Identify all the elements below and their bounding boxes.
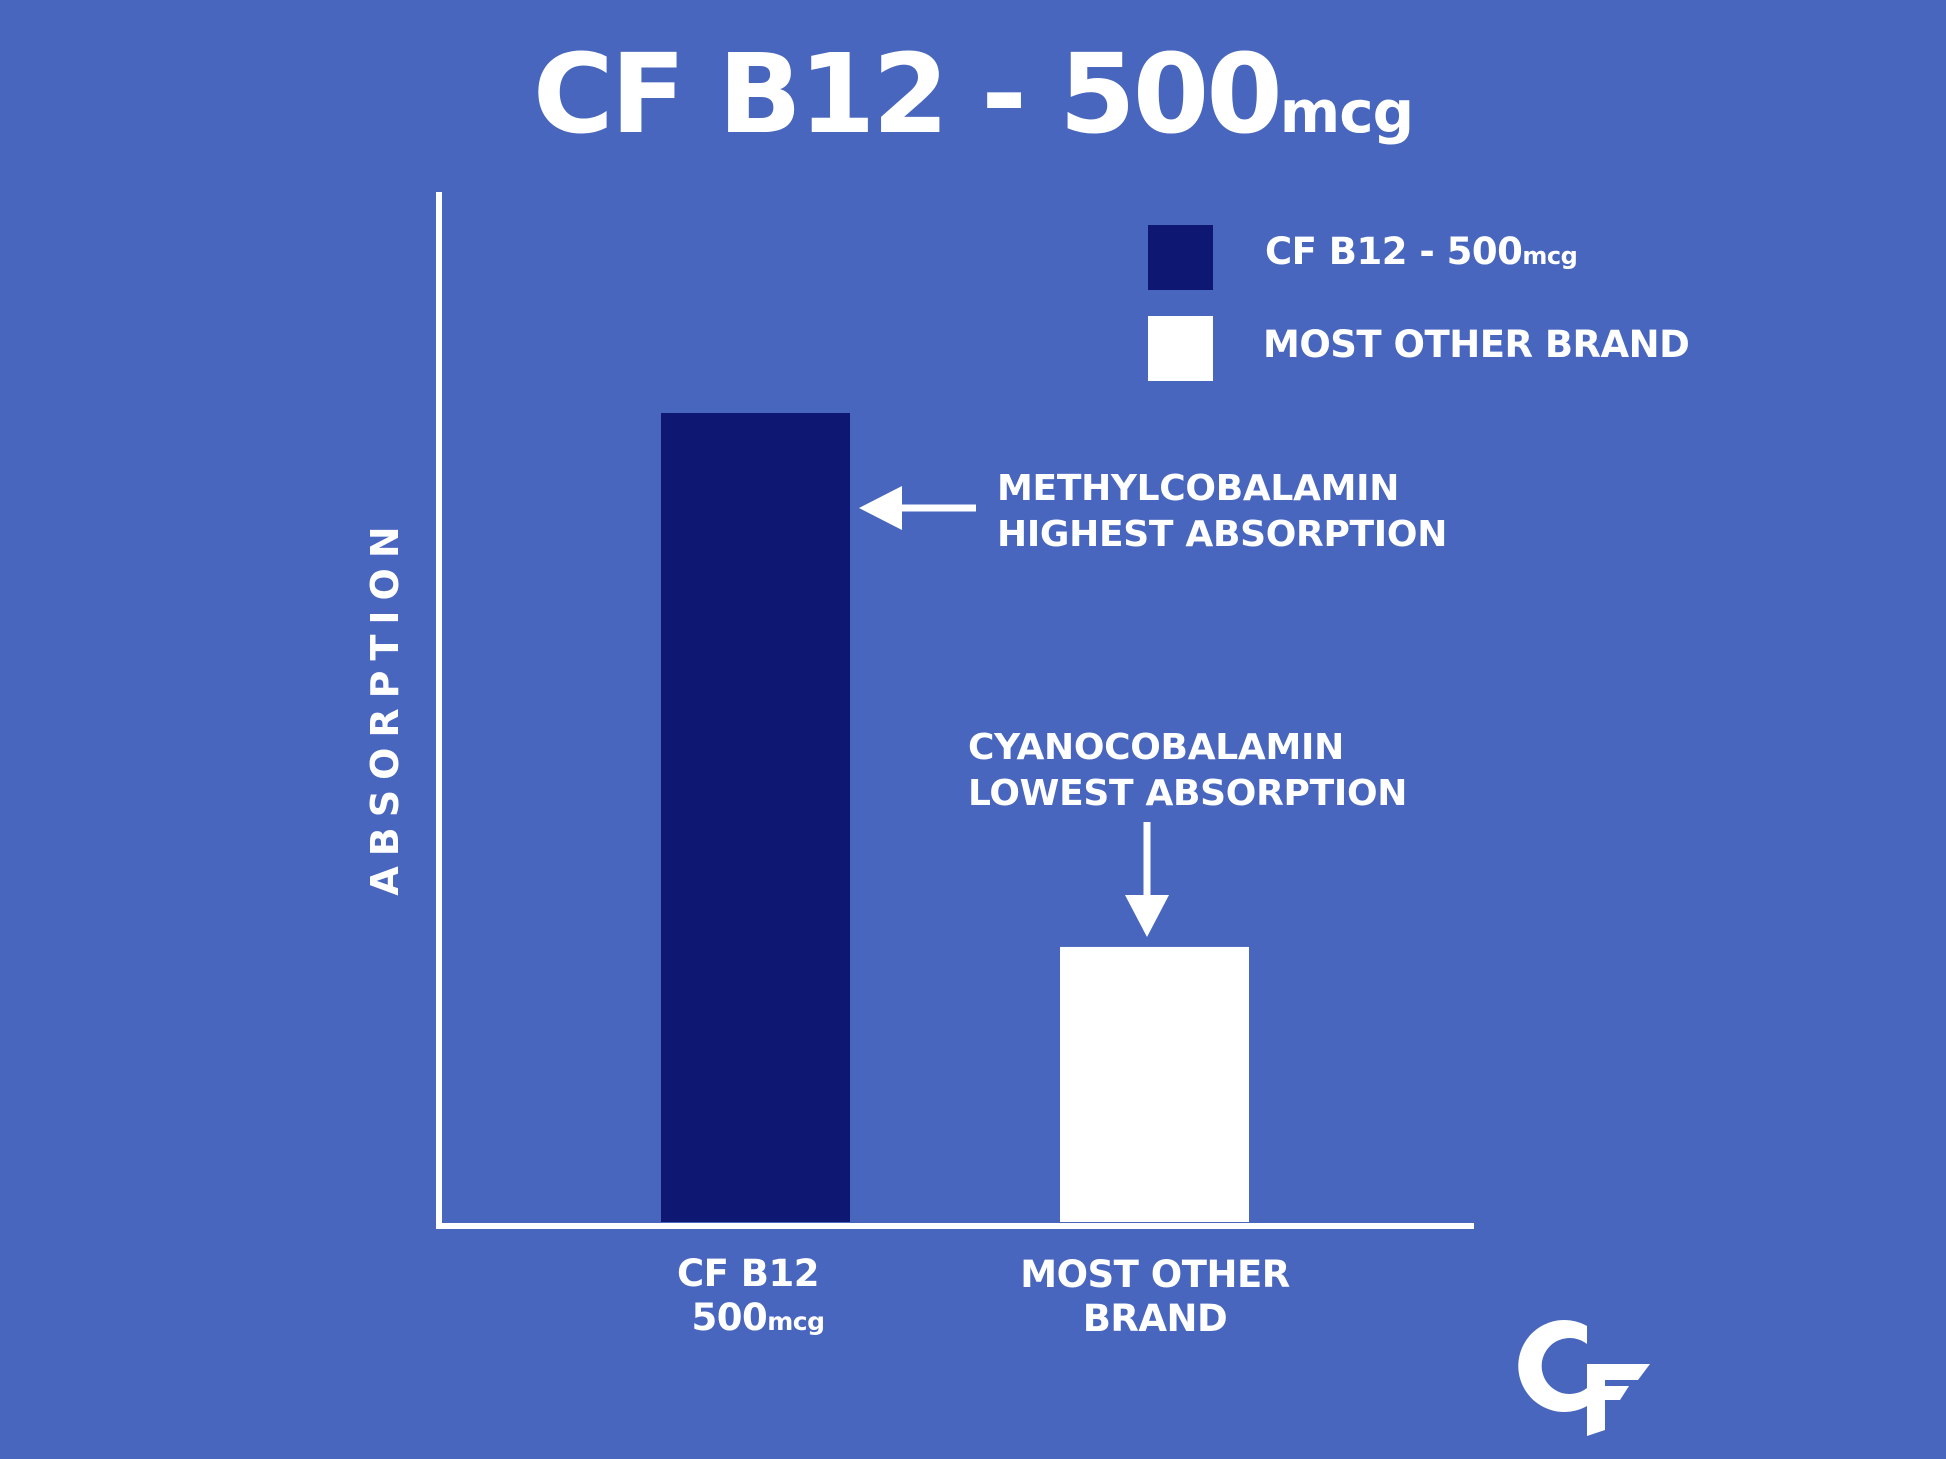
legend-label-cf-b12: CF B12 - 500mcg	[1265, 230, 1578, 273]
chart-title-text: CF B12 - 500	[532, 30, 1283, 158]
x-tick-label-other-brand: MOST OTHER BRAND	[1005, 1253, 1305, 1341]
bar-cf-b12	[661, 413, 850, 1222]
arrow-left-icon	[859, 486, 976, 530]
x-tick-line: MOST OTHER	[1020, 1253, 1290, 1296]
cf-logo-icon	[1518, 1320, 1650, 1436]
chart-title: CF B12 - 500mcg	[0, 30, 1946, 158]
y-axis-label: ABSORPTION	[363, 516, 407, 896]
chart-title-unit: mcg	[1279, 78, 1414, 146]
x-tick-unit: mcg	[767, 1307, 825, 1336]
annotation-methylcobalamin: METHYLCOBALAMIN HIGHEST ABSORPTION	[997, 466, 1447, 558]
annotation-line: METHYLCOBALAMIN	[997, 468, 1400, 509]
legend-swatch-other-brand	[1148, 316, 1213, 381]
legend-text: CF B12 - 500	[1265, 230, 1523, 273]
arrow-down-icon	[1125, 822, 1169, 937]
x-tick-line: 500mcg	[598, 1296, 898, 1344]
annotation-line: CYANOCOBALAMIN	[968, 727, 1344, 768]
legend-label-other-brand: MOST OTHER BRAND	[1263, 323, 1690, 366]
legend-swatch-cf-b12	[1148, 225, 1213, 290]
bar-other-brand	[1060, 946, 1249, 1222]
x-tick-value: 500	[691, 1296, 768, 1339]
x-tick-line: BRAND	[1082, 1297, 1228, 1340]
x-tick-line: CF B12	[676, 1252, 820, 1295]
annotation-cyanocobalamin: CYANOCOBALAMIN LOWEST ABSORPTION	[968, 725, 1407, 817]
annotation-line: LOWEST ABSORPTION	[968, 773, 1408, 814]
annotation-line: HIGHEST ABSORPTION	[997, 514, 1448, 555]
x-tick-label-cf-b12: CF B12 500mcg	[598, 1252, 898, 1344]
legend-unit: mcg	[1522, 242, 1578, 270]
